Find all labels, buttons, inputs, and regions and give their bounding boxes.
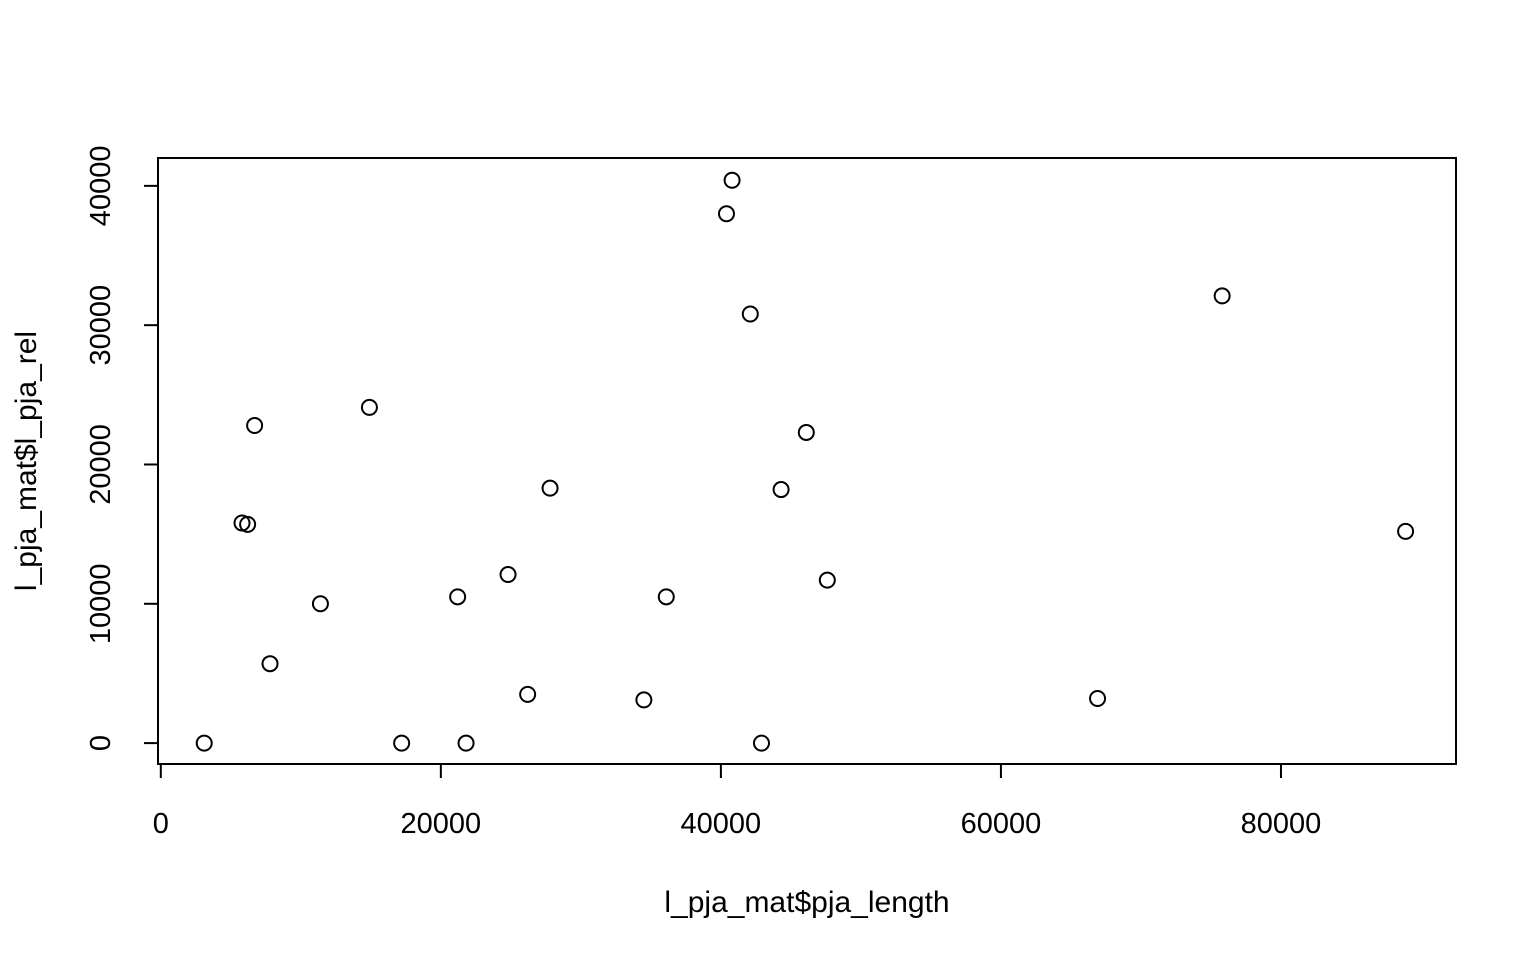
- data-point: [772, 481, 790, 499]
- y-axis: 0 10000 20000 30000 40000: [85, 146, 159, 751]
- data-point: [261, 655, 279, 673]
- y-tick-label: 0: [85, 735, 117, 751]
- x-tick-label: 80000: [1241, 808, 1322, 840]
- x-axis: 0 20000 40000 60000 80000: [153, 763, 1322, 840]
- data-point: [797, 423, 815, 441]
- data-point: [311, 595, 329, 613]
- data-point: [499, 566, 517, 584]
- data-point: [717, 205, 735, 223]
- data-point: [393, 734, 411, 752]
- y-tick-label: 30000: [85, 285, 117, 366]
- data-point: [239, 515, 257, 533]
- data-point: [541, 479, 559, 497]
- x-tick-label: 60000: [961, 808, 1042, 840]
- data-point: [635, 691, 653, 709]
- data-point: [723, 171, 741, 189]
- y-tick-label: 20000: [85, 424, 117, 505]
- data-point: [1397, 522, 1415, 540]
- data-point: [657, 588, 675, 606]
- data-point: [246, 416, 264, 434]
- y-tick-label: 40000: [85, 146, 117, 227]
- data-point: [360, 398, 378, 416]
- data-point: [457, 734, 475, 752]
- y-tick-label: 10000: [85, 563, 117, 644]
- data-point: [741, 305, 759, 323]
- data-point: [818, 571, 836, 589]
- data-point: [449, 588, 467, 606]
- x-tick-label: 0: [153, 808, 169, 840]
- data-point: [195, 734, 213, 752]
- x-axis-label: l_pja_mat$pja_length: [664, 886, 949, 919]
- data-point: [1213, 287, 1231, 305]
- data-point: [1089, 690, 1107, 708]
- data-points: [195, 171, 1415, 752]
- x-tick-label: 40000: [681, 808, 762, 840]
- x-tick-label: 20000: [401, 808, 482, 840]
- y-axis-label: l_pja_mat$l_pja_rel: [10, 331, 43, 591]
- data-point: [752, 734, 770, 752]
- plot-frame: [157, 157, 1457, 765]
- data-point: [519, 685, 537, 703]
